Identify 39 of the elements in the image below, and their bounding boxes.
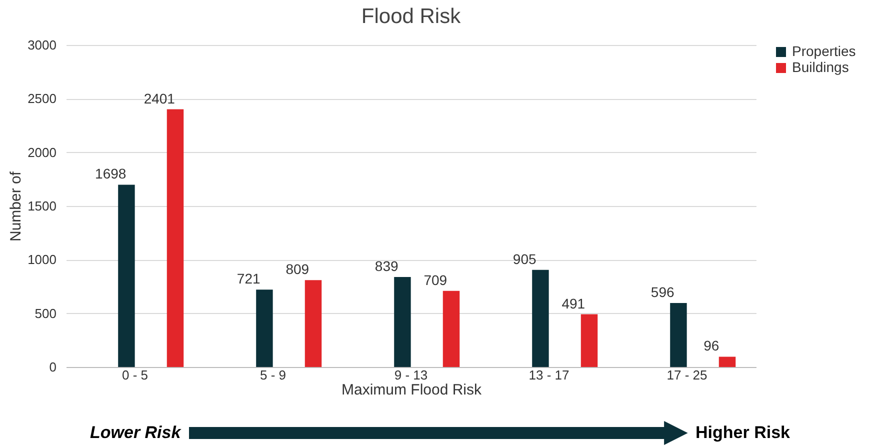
data-label: 721 [236, 270, 260, 287]
x-tick-label: 0 - 5 [122, 368, 148, 382]
data-label: 596 [650, 284, 674, 300]
x-tick-label: 17 - 25 [666, 368, 708, 382]
y-tick-label: 2500 [28, 91, 56, 106]
bar [718, 356, 736, 367]
data-label: 709 [424, 272, 448, 288]
bar [580, 314, 598, 367]
data-label: 905 [512, 250, 536, 267]
x-tick-label: 9 - 13 [394, 368, 428, 382]
bar [166, 109, 184, 367]
y-tick-label: 1000 [28, 252, 56, 268]
x-axis-title: Maximum Flood Risk [341, 382, 482, 398]
x-tick-label: 5 - 9 [260, 368, 286, 382]
y-axis-title: Number of [8, 170, 25, 242]
legend-label: Properties [792, 43, 856, 59]
y-tick-label: 0 [49, 360, 56, 374]
data-label: 491 [562, 295, 586, 312]
bar [394, 276, 411, 367]
chart-title: Flood Risk [361, 5, 462, 28]
bar [256, 290, 273, 367]
y-tick-label: 1500 [28, 198, 56, 214]
bar [442, 290, 460, 367]
text: Lower Risk [90, 423, 181, 443]
bar [118, 184, 135, 367]
data-label: 2401 [144, 90, 176, 106]
legend-label: Buildings [792, 59, 849, 75]
y-tick-label: 500 [34, 306, 56, 321]
data-label: 809 [286, 261, 310, 278]
y-tick-label: 2000 [28, 144, 56, 160]
bar [670, 303, 687, 367]
text: Higher Risk [696, 423, 790, 443]
data-label: 96 [704, 338, 720, 354]
bar [304, 280, 322, 367]
data-label: 1698 [95, 166, 126, 182]
y-tick-label: 3000 [28, 38, 56, 52]
bar [532, 270, 549, 367]
x-tick-label: 13 - 17 [528, 368, 570, 382]
data-label: 839 [374, 258, 398, 274]
